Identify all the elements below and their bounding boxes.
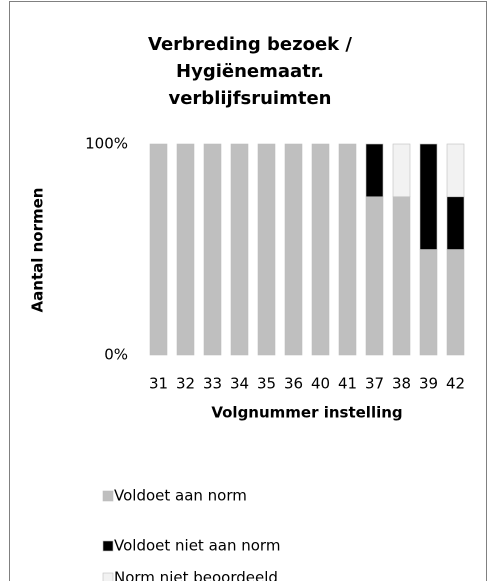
x-tick-label: 40 [311,375,330,393]
bar-segment [419,143,438,250]
x-tick-label: 36 [284,375,303,393]
bar-segment [230,143,249,356]
x-tick-label: 38 [392,375,411,393]
bar-segment [284,143,303,356]
x-tick-label: 35 [257,375,276,393]
bar-segment [176,143,195,356]
x-tick-label: 34 [230,375,249,393]
legend-swatch [102,540,114,552]
x-tick-label: 31 [149,375,168,393]
chart-title: Hygiënemaatr. [176,61,324,82]
bar-segment [446,143,465,198]
y-tick-label: 100% [85,135,128,153]
x-tick-label: 42 [446,375,465,393]
bar-segment [392,196,411,356]
legend-label: Voldoet niet aan norm [114,537,280,555]
chart-title: verblijfsruimten [168,88,331,109]
bar-segment [392,143,411,198]
bar-segment [446,249,465,356]
legend-swatch [102,572,114,581]
legend-label: Voldoet aan norm [114,487,247,505]
x-tick-label: 37 [365,375,384,393]
x-tick-label: 33 [203,375,222,393]
bar-segment [419,249,438,356]
x-tick-label: 39 [419,375,438,393]
bar-segment [365,196,384,356]
x-axis-title: Volgnummer instelling [211,404,402,422]
x-tick-label: 41 [338,375,357,393]
bar-segment [203,143,222,356]
legend-label: Norm niet beoordeeld [114,569,278,581]
x-tick-label: 32 [176,375,195,393]
bar-segment [311,143,330,356]
y-axis-title: Aantal normen [29,188,47,313]
bar-segment [446,196,465,250]
legend-swatch [102,490,114,502]
chart-title: Verbreding bezoek / [148,34,352,55]
bar-segment [338,143,357,356]
y-tick-label: 0% [104,346,128,364]
bar-segment [365,143,384,198]
bar-segment [257,143,276,356]
bar-segment [149,143,168,356]
